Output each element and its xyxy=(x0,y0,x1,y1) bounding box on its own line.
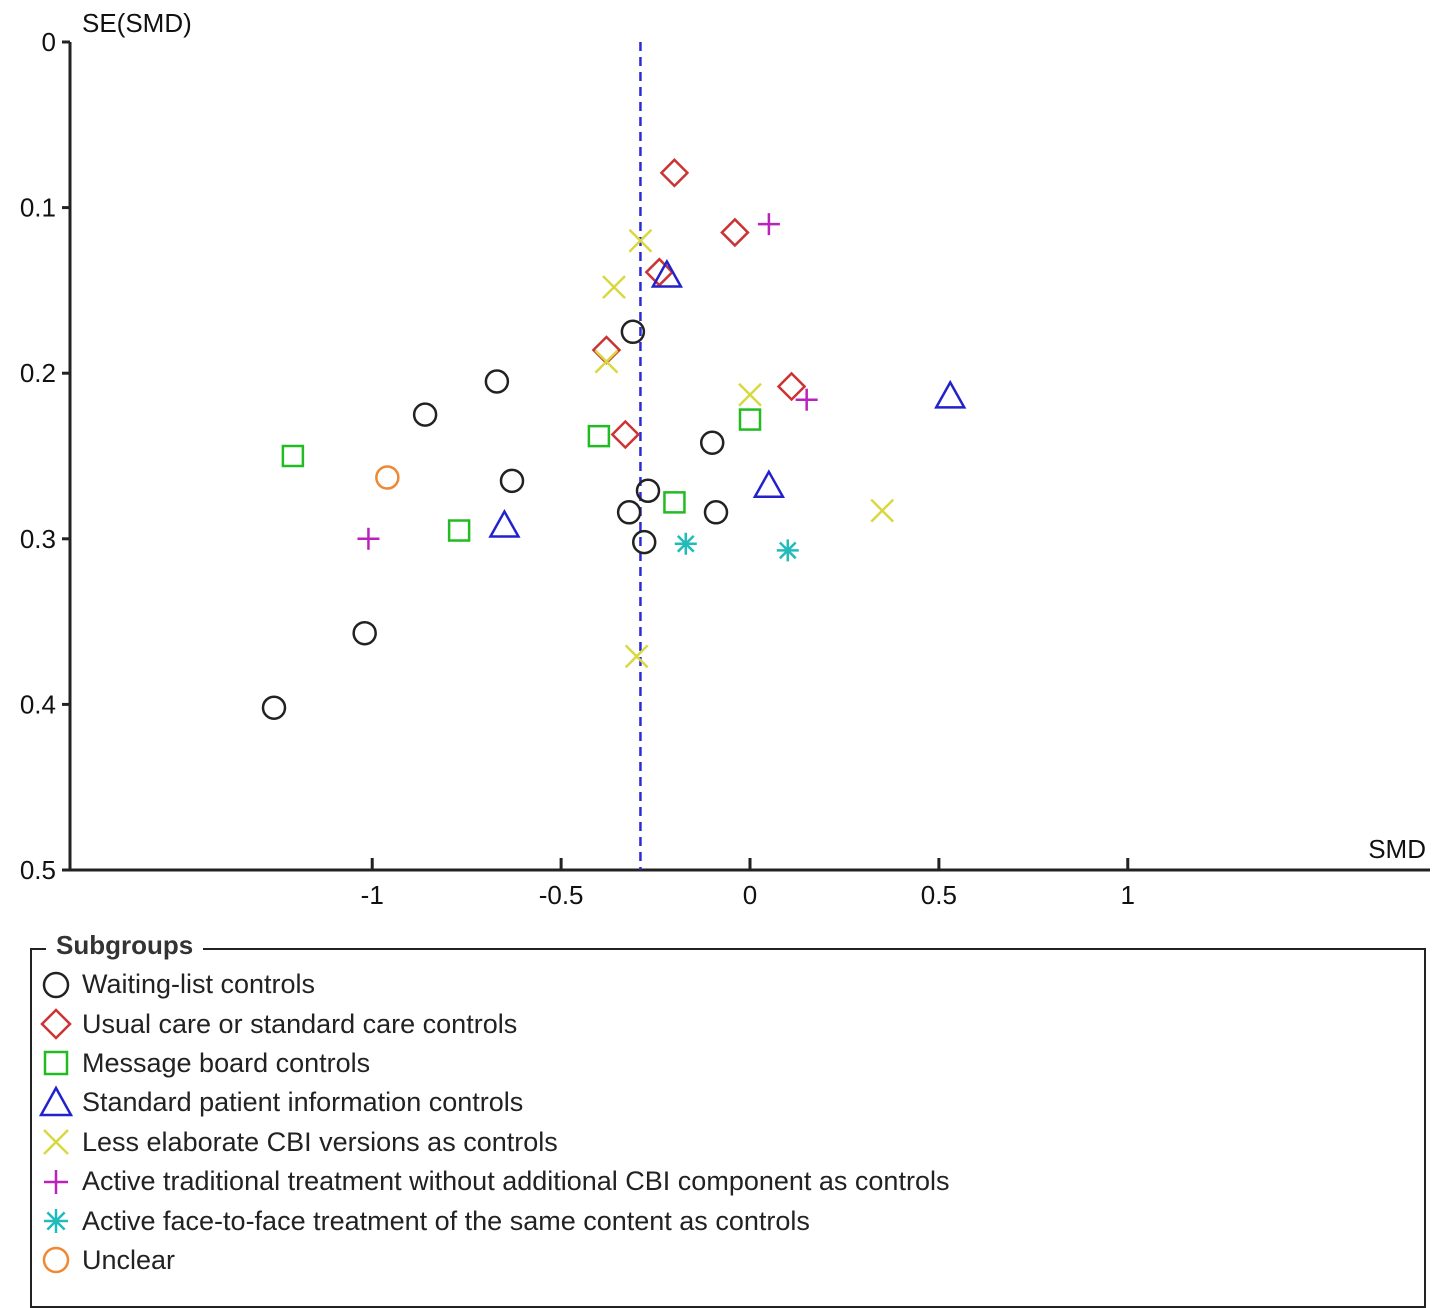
legend-label: Usual care or standard care controls xyxy=(82,1008,518,1039)
series-3 xyxy=(281,408,762,542)
data-point xyxy=(587,424,611,448)
data-point xyxy=(720,217,750,248)
legend-marker-icon xyxy=(42,971,70,998)
data-point xyxy=(644,257,675,287)
data-point xyxy=(352,620,377,646)
plot-axes: 0 0.1 0.2 0.3 0.4 0.5 -1 -0.5 0 0.5 1 xyxy=(20,27,1430,910)
legend-item: Unclear xyxy=(36,1241,949,1280)
legend-item: Waiting-list controls xyxy=(36,965,949,1004)
legend-item: Active traditional treatment without add… xyxy=(36,1162,949,1201)
x-axis-title: SMD xyxy=(1368,834,1426,864)
legend-marker-icon xyxy=(44,1169,68,1194)
series-4 xyxy=(488,258,967,538)
data-point xyxy=(631,529,657,555)
data-point xyxy=(650,258,684,288)
series-2 xyxy=(591,158,807,450)
legend-item: Standard patient information controls xyxy=(36,1083,949,1122)
data-point xyxy=(594,349,619,374)
data-point xyxy=(375,465,400,490)
data-point xyxy=(659,158,690,188)
legend-label: Active face-to-face treatment of the sam… xyxy=(82,1205,810,1236)
y-tick-label: 0.1 xyxy=(20,193,56,223)
x-tick-label: 1 xyxy=(1121,880,1135,910)
funnel-plot: 0 0.1 0.2 0.3 0.4 0.5 -1 -0.5 0 0.5 1 SE(SMD) SMD xyxy=(20,8,1430,910)
data-point xyxy=(870,498,895,523)
data-point xyxy=(447,519,471,542)
data-point xyxy=(499,468,525,494)
data-point xyxy=(488,508,521,538)
data-point xyxy=(635,478,661,504)
data-point xyxy=(484,369,510,394)
legend-label: Standard patient information controls xyxy=(82,1087,524,1118)
data-point xyxy=(674,532,697,555)
data-point xyxy=(628,228,653,253)
series-1 xyxy=(261,319,729,720)
legend-label: Unclear xyxy=(82,1244,176,1275)
y-axis-title: SE(SMD) xyxy=(82,8,192,38)
x-tick-label: 0.5 xyxy=(921,880,957,910)
series-5 xyxy=(594,228,895,669)
x-tick-label: -1 xyxy=(361,880,384,910)
data-point xyxy=(663,491,686,514)
data-point xyxy=(261,695,287,720)
data-point xyxy=(752,469,786,499)
y-tick-label: 0.5 xyxy=(20,855,56,885)
legend-marker-icon xyxy=(43,1051,69,1076)
series-8 xyxy=(375,465,400,490)
data-point xyxy=(357,527,380,550)
data-point xyxy=(738,408,762,431)
data-point xyxy=(776,539,799,562)
legend-marker-icon xyxy=(42,1247,70,1274)
data-point xyxy=(610,419,641,450)
data-point xyxy=(738,382,762,407)
data-point xyxy=(616,500,642,525)
x-tick-label: 0 xyxy=(743,880,757,910)
data-point xyxy=(703,500,729,525)
legend-item: Less elaborate CBI versions as controls xyxy=(36,1123,949,1162)
data-points xyxy=(261,158,967,720)
data-point xyxy=(620,319,646,345)
legend-title: Subgroups xyxy=(46,930,204,961)
series-6 xyxy=(357,213,818,550)
data-point xyxy=(412,402,438,427)
x-tick-label: -0.5 xyxy=(539,880,584,910)
legend-label: Message board controls xyxy=(82,1047,371,1078)
legend-marker-icon xyxy=(43,1129,69,1156)
legend-item: Active face-to-face treatment of the sam… xyxy=(36,1201,949,1240)
legend-marker-icon xyxy=(44,1209,68,1234)
data-point xyxy=(281,444,305,468)
data-point xyxy=(934,379,967,409)
data-point xyxy=(776,371,807,402)
y-tick-label: 0.4 xyxy=(20,689,56,719)
series-7 xyxy=(674,532,799,562)
data-point xyxy=(602,275,626,299)
data-point xyxy=(624,644,649,669)
legend-marker-icon xyxy=(38,1085,74,1117)
legend-label: Active traditional treatment without add… xyxy=(82,1166,950,1197)
legend-label: Waiting-list controls xyxy=(82,969,316,1000)
legend-item: Usual care or standard care controls xyxy=(36,1004,949,1043)
legend-item: Message board controls xyxy=(36,1044,949,1083)
legend-list: Waiting-list controls Usual care or stand… xyxy=(36,965,949,1280)
data-point xyxy=(795,388,818,411)
data-point xyxy=(591,335,622,365)
y-tick-label: 0.3 xyxy=(20,524,56,554)
y-tick-label: 0 xyxy=(42,27,56,57)
data-point xyxy=(699,430,725,456)
legend-marker-icon xyxy=(40,1008,72,1040)
data-point xyxy=(757,213,780,236)
y-tick-label: 0.2 xyxy=(20,358,56,388)
legend-label: Less elaborate CBI versions as controls xyxy=(82,1126,558,1157)
